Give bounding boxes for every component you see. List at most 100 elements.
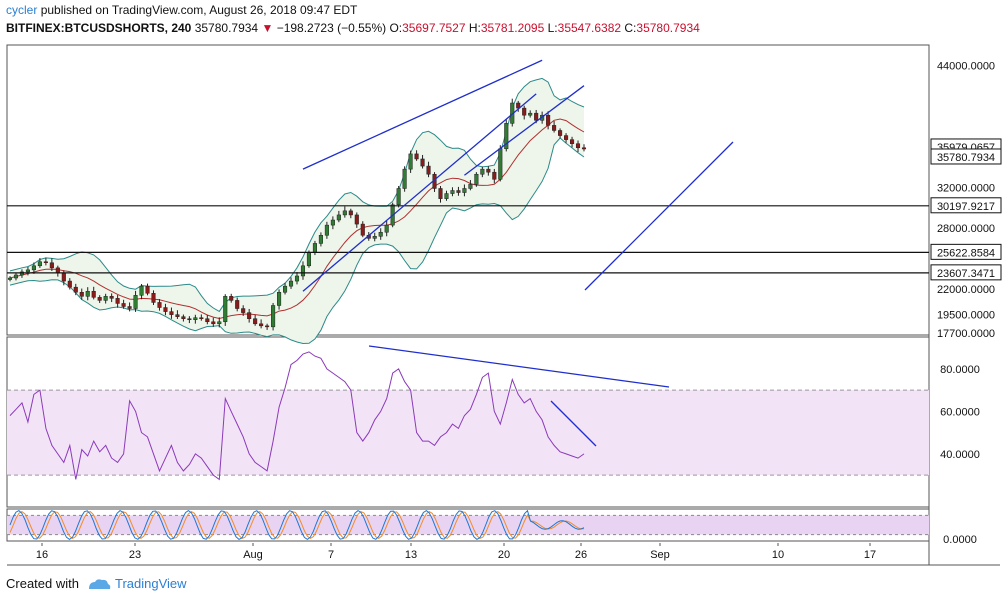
trendline-projection [584, 141, 734, 291]
price-label-box [930, 148, 1002, 165]
low-label: L: [547, 21, 558, 35]
candle-body [534, 112, 539, 121]
candle-body [468, 184, 473, 189]
username-link[interactable]: cycler [6, 3, 38, 17]
trendline-channel-lower [302, 93, 537, 292]
open-label: O: [389, 21, 403, 35]
candle-body [282, 285, 288, 293]
candle-body [342, 210, 347, 216]
candle-body [294, 275, 300, 282]
bollinger-fill [10, 78, 584, 344]
candle-body [97, 297, 102, 301]
bollinger-lower [9, 137, 585, 345]
candle-body [109, 296, 114, 299]
candle-body [79, 292, 84, 297]
candle-body [43, 261, 48, 264]
candle-body [450, 190, 455, 194]
x-tick-label: Aug [243, 549, 263, 561]
candle-body [378, 231, 383, 237]
candle-body [205, 318, 210, 323]
candle-body [438, 188, 443, 199]
candle-body [318, 235, 323, 244]
candle-body [187, 318, 192, 320]
bollinger-upper [9, 77, 585, 313]
candle-body [91, 290, 96, 298]
price-change: −198.2723 (−0.55%) [276, 21, 387, 35]
candle-body [336, 214, 341, 221]
candle-body [426, 165, 431, 175]
x-tick-label: 23 [129, 549, 141, 561]
candle-body [247, 312, 252, 319]
close-label: C: [624, 21, 637, 35]
high-label: H: [468, 21, 481, 35]
rsi-line [9, 351, 585, 481]
close-value: 35780.7934 [636, 21, 700, 35]
high-value: 35781.2095 [480, 21, 545, 35]
price-tick-label: 19500.0000 [937, 310, 995, 322]
price-label: 30197.9217 [937, 201, 995, 213]
candle-body [360, 223, 365, 236]
stoch-band [7, 515, 929, 535]
candle-body [528, 112, 533, 116]
candle-body [157, 302, 162, 308]
price-tick-label: 28000.0000 [937, 223, 995, 235]
stoch-k-line [9, 509, 585, 541]
candle-body [199, 317, 204, 319]
candle-body [169, 311, 174, 315]
candle-body [25, 269, 30, 273]
down-arrow-icon: ▼ [261, 21, 274, 35]
candle-body [564, 135, 569, 140]
candle-body [396, 188, 401, 206]
candle-body [49, 262, 54, 269]
candle-body [522, 107, 527, 116]
candle-body [277, 292, 282, 306]
candle-body [498, 148, 503, 180]
price-tick-label: 17700.0000 [937, 328, 995, 340]
candle-body [115, 298, 120, 304]
candle-body [480, 168, 485, 175]
candle-body [163, 307, 168, 312]
candle-body [103, 296, 108, 301]
x-tick-label: 20 [498, 549, 510, 561]
x-tick-label: 7 [328, 549, 334, 561]
candle-body [306, 252, 312, 267]
candle-body [265, 325, 270, 328]
price-label-box [930, 243, 1002, 260]
x-tick-label: 17 [864, 549, 876, 561]
x-tick-label: 13 [405, 549, 417, 561]
candle-body [384, 224, 389, 233]
candle-body [229, 296, 234, 301]
rsi-tick-label: 80.0000 [940, 364, 980, 376]
candle-body [300, 265, 306, 277]
candle-body [402, 168, 407, 189]
stoch-tick-label: 0.0000 [943, 534, 977, 546]
candle-body [348, 210, 353, 216]
rsi-tick-label: 60.0000 [940, 406, 980, 418]
candle-body [61, 272, 66, 282]
tradingview-brand-link[interactable]: TradingView [114, 576, 187, 591]
candle-body [241, 308, 246, 313]
candle-body [516, 102, 521, 109]
candle-body [575, 143, 581, 149]
candle-body [7, 277, 13, 280]
candle-body [456, 190, 461, 193]
candle-body [288, 280, 294, 287]
candle-body [408, 153, 413, 170]
candle-body [127, 306, 132, 309]
candle-body [271, 305, 276, 328]
candle-body [133, 295, 138, 309]
trendline-channel-mid [464, 85, 585, 176]
candle-body [312, 243, 317, 253]
candle-body [139, 285, 144, 296]
candle-body [121, 303, 126, 307]
candle-body [37, 261, 42, 267]
price-tick-label: 44000.0000 [937, 60, 995, 72]
candle-body [151, 293, 156, 303]
candle-body [420, 158, 425, 167]
price-label: 35780.7934 [937, 152, 995, 164]
candle-body [546, 114, 551, 126]
candle-body [211, 321, 216, 325]
candle-body [474, 173, 479, 185]
price-tick-label: 32000.0000 [937, 182, 995, 194]
